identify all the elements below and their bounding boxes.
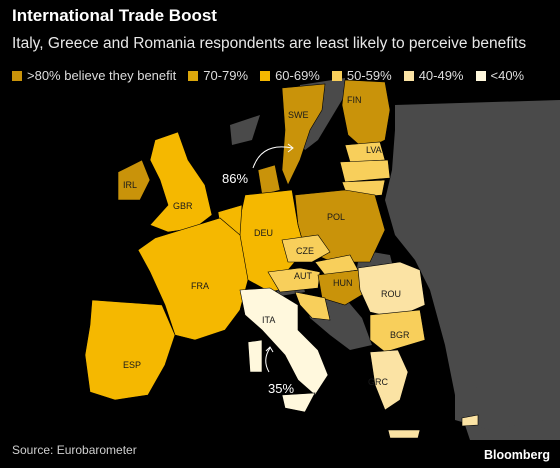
eastern-land-shape bbox=[385, 100, 560, 440]
label-irl: IRL bbox=[123, 180, 137, 190]
label-esp: ESP bbox=[123, 360, 141, 370]
annotation-low: 35% bbox=[268, 381, 294, 396]
legend-item: >80% believe they benefit bbox=[12, 68, 176, 83]
legend: >80% believe they benefit 70-79% 60-69% … bbox=[12, 68, 524, 83]
legend-item: 60-69% bbox=[260, 68, 320, 83]
label-ita: ITA bbox=[262, 315, 275, 325]
label-cze: CZE bbox=[296, 246, 314, 256]
slovenia-croatia-shape bbox=[294, 291, 331, 321]
arrow-86-head bbox=[287, 143, 294, 153]
legend-swatch bbox=[260, 70, 271, 81]
legend-swatch bbox=[12, 70, 22, 81]
legend-label: 50-59% bbox=[346, 68, 392, 83]
legend-swatch bbox=[188, 70, 199, 81]
france-shape bbox=[137, 217, 249, 341]
legend-label: 60-69% bbox=[275, 68, 320, 83]
legend-label: <40% bbox=[490, 68, 525, 83]
label-hun: HUN bbox=[333, 278, 353, 288]
finland-shape bbox=[341, 79, 391, 151]
legend-item: <40% bbox=[475, 68, 525, 83]
legend-item: 40-49% bbox=[403, 68, 464, 83]
label-aut: AUT bbox=[294, 271, 313, 281]
non-eu-land bbox=[230, 78, 560, 440]
label-gbr: GBR bbox=[173, 201, 193, 211]
arrow-35-head bbox=[265, 346, 274, 353]
label-fin: FIN bbox=[347, 95, 362, 105]
legend-label: >80% believe they benefit bbox=[27, 68, 177, 83]
chart-subtitle: Italy, Greece and Romania respondents ar… bbox=[12, 35, 527, 52]
legend-label: 40-49% bbox=[418, 68, 464, 83]
ireland-shape bbox=[117, 159, 151, 201]
label-bgr: BGR bbox=[390, 330, 410, 340]
cyprus-shape bbox=[461, 414, 479, 427]
bulgaria-shape bbox=[369, 309, 426, 353]
label-lva: LVA bbox=[366, 145, 382, 155]
latvia-shape bbox=[339, 159, 391, 183]
legend-item: 50-59% bbox=[331, 68, 392, 83]
hungary-shape bbox=[317, 269, 371, 306]
denmark-shape bbox=[257, 164, 281, 196]
spain-portugal-shape bbox=[84, 299, 176, 401]
label-pol: POL bbox=[327, 212, 345, 222]
italy-shape bbox=[239, 287, 329, 396]
legend-swatch bbox=[331, 70, 342, 81]
label-deu: DEU bbox=[254, 228, 273, 238]
bloomberg-logo: Bloomberg bbox=[484, 448, 550, 462]
uk-shape bbox=[149, 131, 213, 233]
label-swe: SWE bbox=[288, 110, 309, 120]
sweden-shape bbox=[281, 83, 326, 186]
chart-title: International Trade Boost bbox=[12, 6, 217, 25]
arrow-35-line bbox=[265, 347, 271, 373]
legend-item: 70-79% bbox=[188, 68, 248, 83]
greece-shape bbox=[369, 349, 409, 411]
legend-label: 70-79% bbox=[203, 68, 249, 83]
sicily-shape bbox=[281, 392, 316, 413]
crete-shape bbox=[387, 429, 421, 439]
label-fra: FRA bbox=[191, 281, 209, 291]
label-grc: GRC bbox=[368, 377, 389, 387]
iceland-shape bbox=[230, 115, 260, 145]
annotation-high: 86% bbox=[222, 171, 248, 186]
label-rou: ROU bbox=[381, 289, 401, 299]
czechia-shape bbox=[281, 234, 331, 263]
legend-swatch bbox=[475, 70, 486, 81]
legend-swatch bbox=[403, 70, 414, 81]
annotations: 86% 35% bbox=[222, 143, 294, 396]
country-labels: SWE FIN LVA IRL GBR POL DEU CZE AUT HUN … bbox=[123, 95, 410, 387]
source-note: Source: Eurobarometer bbox=[12, 443, 137, 457]
eu-countries bbox=[84, 79, 479, 439]
arrow-86-line bbox=[252, 146, 293, 169]
sardinia-shape bbox=[247, 339, 263, 373]
